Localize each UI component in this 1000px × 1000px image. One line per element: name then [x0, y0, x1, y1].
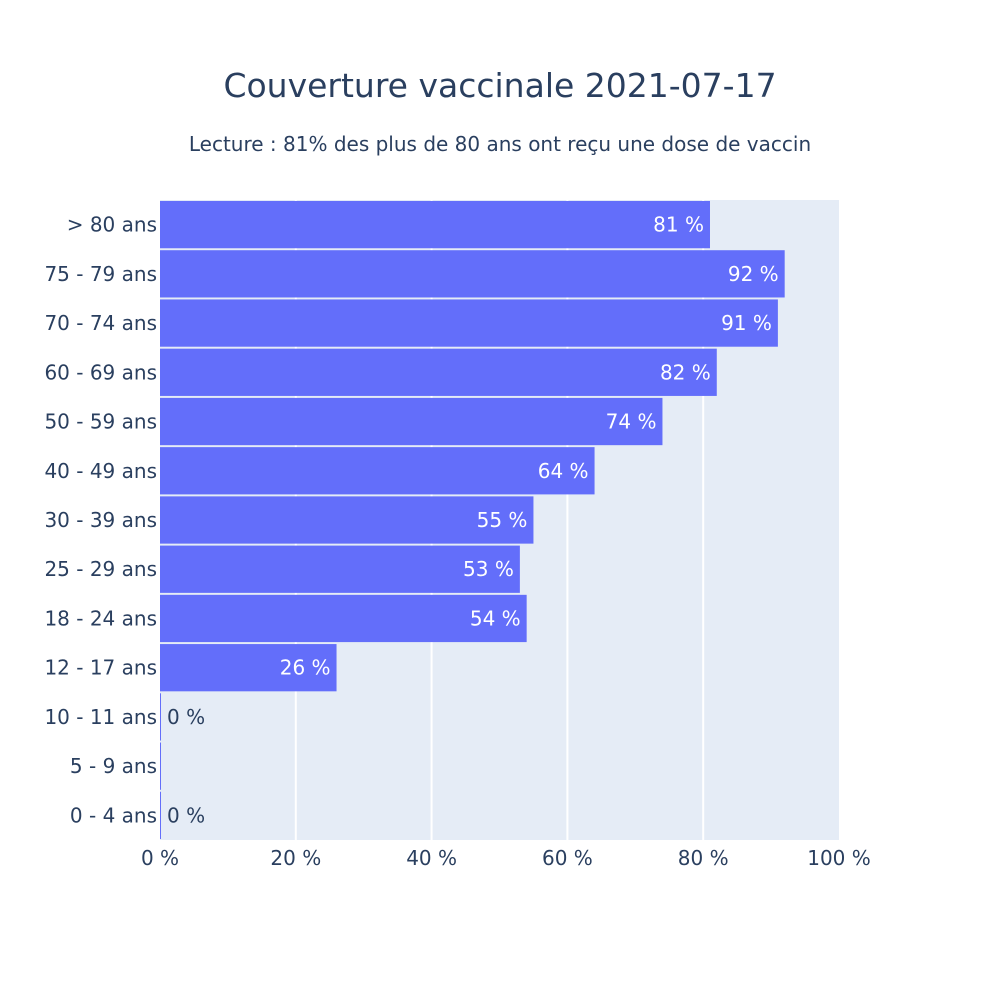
bar [160, 496, 534, 544]
bar [160, 693, 161, 741]
bar [160, 742, 161, 790]
bar [160, 594, 527, 643]
y-tick-label: > 80 ans [67, 213, 157, 237]
x-axis-tick-labels: 0 % 20 % 40 % 60 % 80 % 100 % [141, 846, 871, 870]
y-tick-label: 75 - 79 ans [44, 262, 157, 286]
bar [160, 250, 785, 298]
y-tick-label: 18 - 24 ans [44, 606, 157, 630]
bar [160, 348, 717, 396]
x-tick-label: 40 % [406, 846, 457, 870]
bar [160, 791, 161, 840]
x-tick-label: 20 % [270, 846, 321, 870]
bar [160, 447, 595, 495]
y-tick-label: 5 - 9 ans [70, 754, 157, 778]
data-label: 54 % [470, 606, 521, 630]
data-label: 0 % [167, 705, 205, 729]
data-labels: 81 % 92 % 91 % 82 % 74 % 64 % 55 % 53 % 54 % 26 %… [167, 213, 779, 828]
data-label: 81 % [653, 213, 704, 237]
y-tick-label: 0 - 4 ans [70, 803, 157, 827]
x-tick-label: 0 % [141, 846, 179, 870]
bar [160, 644, 337, 692]
data-label: 91 % [721, 311, 772, 335]
y-tick-label: 10 - 11 ans [44, 705, 157, 729]
chart-subtitle: Lecture : 81% des plus de 80 ans ont reç… [188, 132, 812, 156]
data-label: 26 % [280, 656, 331, 680]
data-label: 92 % [728, 262, 779, 286]
data-label: 0 % [167, 803, 205, 827]
y-axis-tick-labels: > 80 ans 75 - 79 ans 70 - 74 ans 60 - 69 an… [44, 213, 157, 828]
bar [160, 299, 778, 347]
data-label: 82 % [660, 360, 711, 384]
data-label: 74 % [606, 410, 657, 434]
bar [160, 200, 710, 249]
y-tick-label: 60 - 69 ans [44, 360, 157, 384]
y-tick-label: 40 - 49 ans [44, 459, 157, 483]
y-tick-label: 50 - 59 ans [44, 410, 157, 434]
y-tick-label: 70 - 74 ans [44, 311, 157, 335]
y-tick-label: 30 - 39 ans [44, 508, 157, 532]
data-label: 55 % [477, 508, 528, 532]
x-tick-label: 100 % [807, 846, 871, 870]
y-tick-label: 25 - 29 ans [44, 557, 157, 581]
bar [160, 545, 520, 593]
chart-title: Couverture vaccinale 2021-07-17 [223, 66, 777, 105]
data-label: 64 % [538, 459, 589, 483]
x-tick-label: 60 % [542, 846, 593, 870]
bar [160, 397, 663, 446]
y-tick-label: 12 - 17 ans [44, 656, 157, 680]
x-tick-label: 80 % [678, 846, 729, 870]
data-label: 53 % [463, 557, 514, 581]
bars [160, 200, 785, 840]
